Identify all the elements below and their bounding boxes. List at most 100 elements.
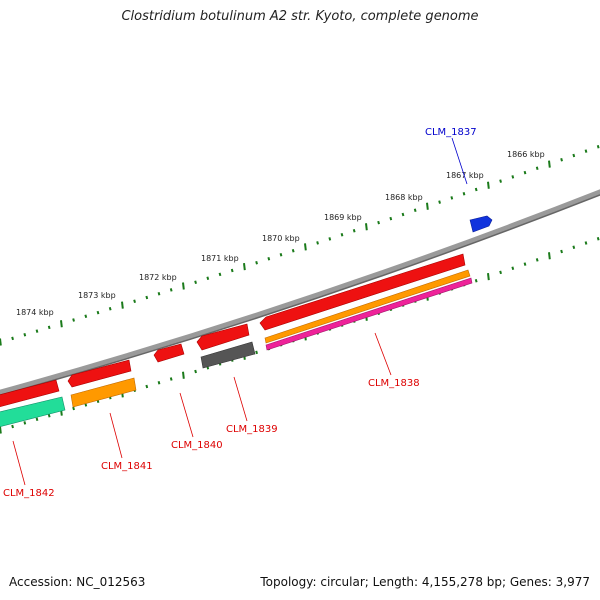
outer-ruler	[0, 145, 600, 346]
inner-ruler-tick	[145, 384, 149, 389]
topology-text: Topology: circular; Length: 4,155,278 bp…	[260, 575, 590, 589]
outer-ruler-tick	[157, 291, 161, 296]
outer-ruler-tick	[560, 158, 563, 162]
outer-ruler-tick	[596, 145, 600, 149]
gene-clm-1837[interactable]	[469, 215, 493, 233]
outer-ruler-tick	[35, 329, 39, 333]
outer-ruler-tick	[328, 237, 332, 241]
outer-ruler-tick	[279, 253, 283, 257]
gene-clm-1840[interactable]	[153, 343, 185, 363]
gene-clm-1842[interactable]	[0, 379, 60, 408]
ruler-label-1873: 1873 kbp	[78, 291, 116, 300]
outer-ruler-tick	[462, 191, 466, 196]
outer-ruler-tick	[365, 223, 368, 231]
inner-ruler-tick	[596, 237, 600, 241]
inner-ruler-tick	[169, 377, 173, 381]
accession-text: Accession: NC_012563	[9, 575, 146, 589]
inner-ruler-tick	[47, 413, 51, 418]
outer-ruler-tick	[11, 336, 14, 341]
ruler-label-1866: 1866 kbp	[507, 150, 545, 159]
inner-ruler-tick	[511, 266, 515, 271]
gene-label-clm-1840[interactable]: CLM_1840	[171, 440, 223, 451]
gene-label-clm-1838[interactable]: CLM_1838	[368, 378, 420, 389]
gene-clm-1838-magenta	[265, 277, 473, 351]
outer-ruler-tick	[206, 276, 210, 281]
inner-ruler-tick	[560, 249, 563, 254]
outer-ruler-tick	[352, 229, 356, 233]
inner-ruler-tick	[0, 426, 2, 434]
outer-ruler-tick	[218, 272, 222, 277]
inner-ruler-tick	[474, 278, 478, 283]
inner-ruler-tick	[194, 369, 197, 374]
outer-ruler-tick	[133, 299, 136, 304]
ruler-label-1870: 1870 kbp	[262, 234, 300, 243]
gene-label-clm-1841[interactable]: CLM_1841	[101, 461, 153, 472]
inner-ruler-tick	[548, 252, 551, 260]
outer-ruler-tick	[377, 220, 380, 225]
outer-ruler-tick	[96, 310, 100, 315]
outer-ruler-tick	[84, 314, 88, 319]
inner-ruler-tick	[35, 417, 39, 422]
label-line-clm-1841	[109, 412, 123, 459]
gene-label-clm-1837[interactable]: CLM_1837	[425, 127, 477, 138]
label-line-clm-1842	[12, 440, 26, 486]
gene-clm-1838[interactable]	[259, 253, 466, 331]
outer-ruler-tick	[499, 179, 502, 183]
gene-label-clm-1842[interactable]: CLM_1842	[3, 488, 55, 499]
outer-ruler-tick	[145, 295, 149, 300]
ruler-label-1868: 1868 kbp	[385, 193, 423, 202]
inner-ruler-tick	[11, 424, 14, 429]
map-title: Clostridium botulinum A2 str. Kyoto, com…	[121, 9, 479, 24]
outer-ruler-tick	[23, 332, 27, 337]
outer-ruler-tick	[389, 216, 393, 221]
outer-ruler-tick	[230, 268, 234, 273]
outer-ruler-tick	[60, 320, 63, 328]
outer-ruler-tick	[426, 202, 429, 210]
inner-ruler-tick	[157, 380, 161, 385]
gene-clm-1838-orange	[264, 269, 471, 344]
label-line-clm-1838	[374, 332, 392, 376]
inner-ruler-tick	[255, 350, 258, 355]
outer-ruler-tick	[316, 241, 319, 245]
inner-ruler-tick	[584, 241, 588, 245]
outer-ruler-tick	[0, 338, 2, 346]
inner-ruler-tick	[523, 262, 527, 266]
ruler-label-1869: 1869 kbp	[324, 213, 362, 222]
gene-clm-1841[interactable]	[67, 359, 132, 388]
outer-ruler-tick	[108, 307, 112, 311]
gene-clm-1839-grey	[200, 341, 256, 369]
outer-ruler-tick	[474, 187, 478, 192]
outer-ruler-tick	[413, 208, 417, 213]
inner-ruler-tick	[572, 245, 576, 250]
outer-ruler-tick	[548, 160, 551, 168]
ruler-label-1874: 1874 kbp	[16, 308, 54, 317]
inner-ruler-tick	[72, 406, 75, 411]
outer-ruler-tick	[487, 181, 490, 189]
outer-ruler-tick	[169, 288, 173, 292]
outer-ruler-tick	[47, 325, 51, 330]
outer-ruler-tick	[340, 233, 344, 237]
inner-ruler-tick	[182, 371, 185, 379]
outer-ruler-tick	[438, 200, 441, 204]
gene-clm-1841-orange	[70, 377, 137, 408]
label-line-clm-1839	[233, 376, 248, 422]
ruler-label-1871: 1871 kbp	[201, 254, 239, 263]
outer-ruler-tick	[584, 149, 588, 153]
gene-clm-1842-green	[0, 396, 66, 428]
inner-ruler-tick	[23, 421, 27, 425]
outer-ruler-tick	[304, 243, 307, 251]
label-line-clm-1840	[179, 392, 194, 438]
outer-ruler-tick	[511, 175, 515, 179]
inner-ruler-tick	[535, 258, 539, 262]
gene-clm-1839[interactable]	[196, 323, 250, 351]
outer-ruler-tick	[291, 249, 295, 253]
gene-label-clm-1839[interactable]: CLM_1839	[226, 424, 278, 435]
ruler-label-1867: 1867 kbp	[446, 171, 484, 180]
label-line-clm-1837	[451, 137, 468, 185]
outer-ruler-tick	[535, 166, 539, 171]
inner-ruler-tick	[487, 272, 490, 281]
outer-ruler-tick	[243, 262, 246, 271]
outer-ruler-tick	[523, 170, 527, 175]
outer-ruler-tick	[121, 301, 124, 309]
